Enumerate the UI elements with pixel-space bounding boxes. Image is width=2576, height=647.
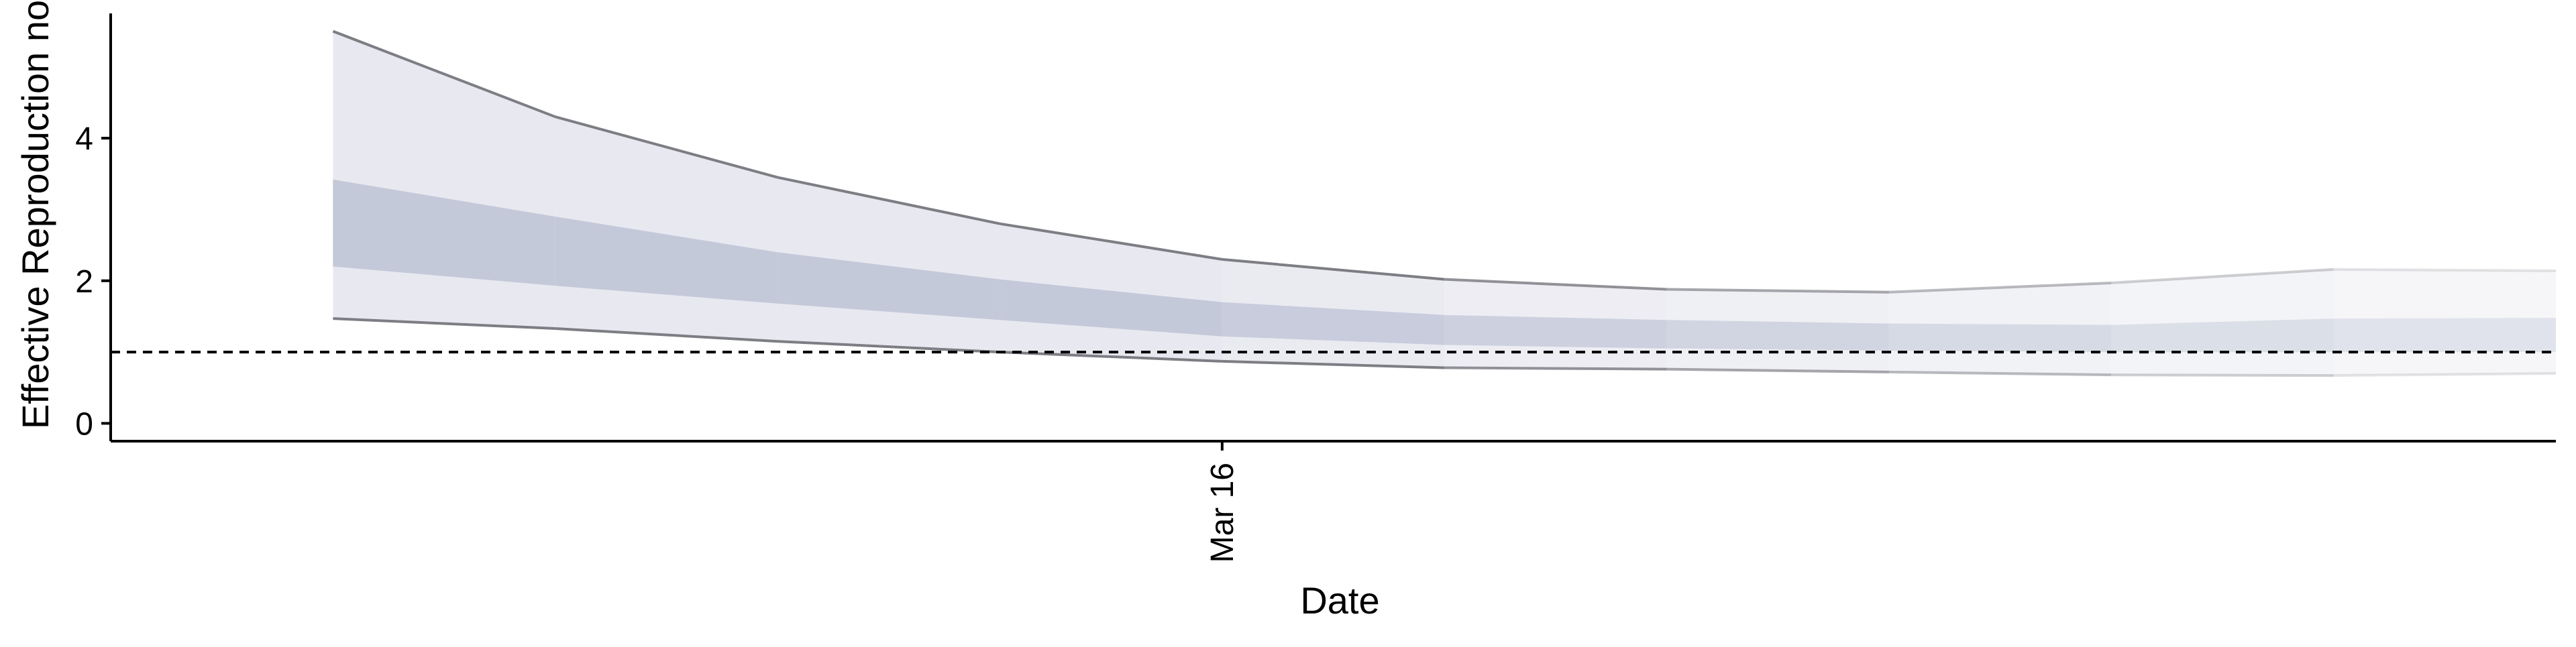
inner-band-segment bbox=[1888, 323, 2112, 353]
upper-bound-line-segment bbox=[2333, 268, 2557, 272]
upper-bound-line-segment bbox=[1666, 288, 1889, 294]
axes-layer: 0 2 4 Mar 16 bbox=[75, 13, 2556, 563]
x-axis-title: Date bbox=[1300, 579, 1379, 622]
lower-bound-line-segment bbox=[1888, 370, 2112, 377]
upper-bound-line-segment bbox=[1444, 278, 1667, 291]
y-tick-label: 0 bbox=[75, 406, 93, 442]
upper-bound-line-segment bbox=[2111, 268, 2334, 284]
lower-bound-line-segment bbox=[1000, 351, 1222, 363]
lower-bound-line-segment bbox=[2333, 371, 2557, 377]
bands-layer bbox=[333, 31, 2556, 376]
inner-band-segment bbox=[2333, 318, 2556, 353]
lower-bound-line-segment bbox=[1222, 359, 1445, 369]
lower-bound-line-segment bbox=[333, 317, 555, 330]
lower-bound-line-segment bbox=[1666, 367, 1889, 373]
inner-band-segment bbox=[555, 217, 778, 304]
upper-bound-line-segment bbox=[1222, 257, 1445, 281]
x-tick-label: Mar 16 bbox=[1205, 463, 1240, 563]
inner-band-segment bbox=[777, 252, 1000, 320]
y-tick-label: 2 bbox=[75, 264, 93, 300]
inner-band-segment bbox=[1222, 302, 1445, 345]
lines-layer bbox=[332, 30, 2557, 377]
inner-band-segment bbox=[333, 179, 555, 286]
inner-band-segment bbox=[1000, 279, 1222, 337]
outer-band-segment bbox=[333, 31, 555, 329]
lower-bound-line-segment bbox=[1444, 366, 1667, 371]
lower-bound-line-segment bbox=[555, 327, 778, 343]
inner-band-segment bbox=[1444, 314, 1667, 349]
upper-bound-line-segment bbox=[1000, 222, 1223, 261]
y-axis-title: Effective Reproduction no bbox=[14, 0, 56, 429]
upper-bound-line-segment bbox=[777, 176, 1000, 225]
upper-bound-line-segment bbox=[555, 115, 778, 179]
inner-band-segment bbox=[1666, 320, 1889, 351]
upper-bound-line-segment bbox=[1888, 281, 2112, 294]
upper-bound-line-segment bbox=[332, 30, 556, 119]
lower-bound-line-segment bbox=[777, 340, 1000, 354]
outer-band-segment bbox=[2333, 269, 2556, 376]
y-tick-label: 4 bbox=[75, 121, 93, 157]
inner-band-segment bbox=[2111, 318, 2334, 353]
